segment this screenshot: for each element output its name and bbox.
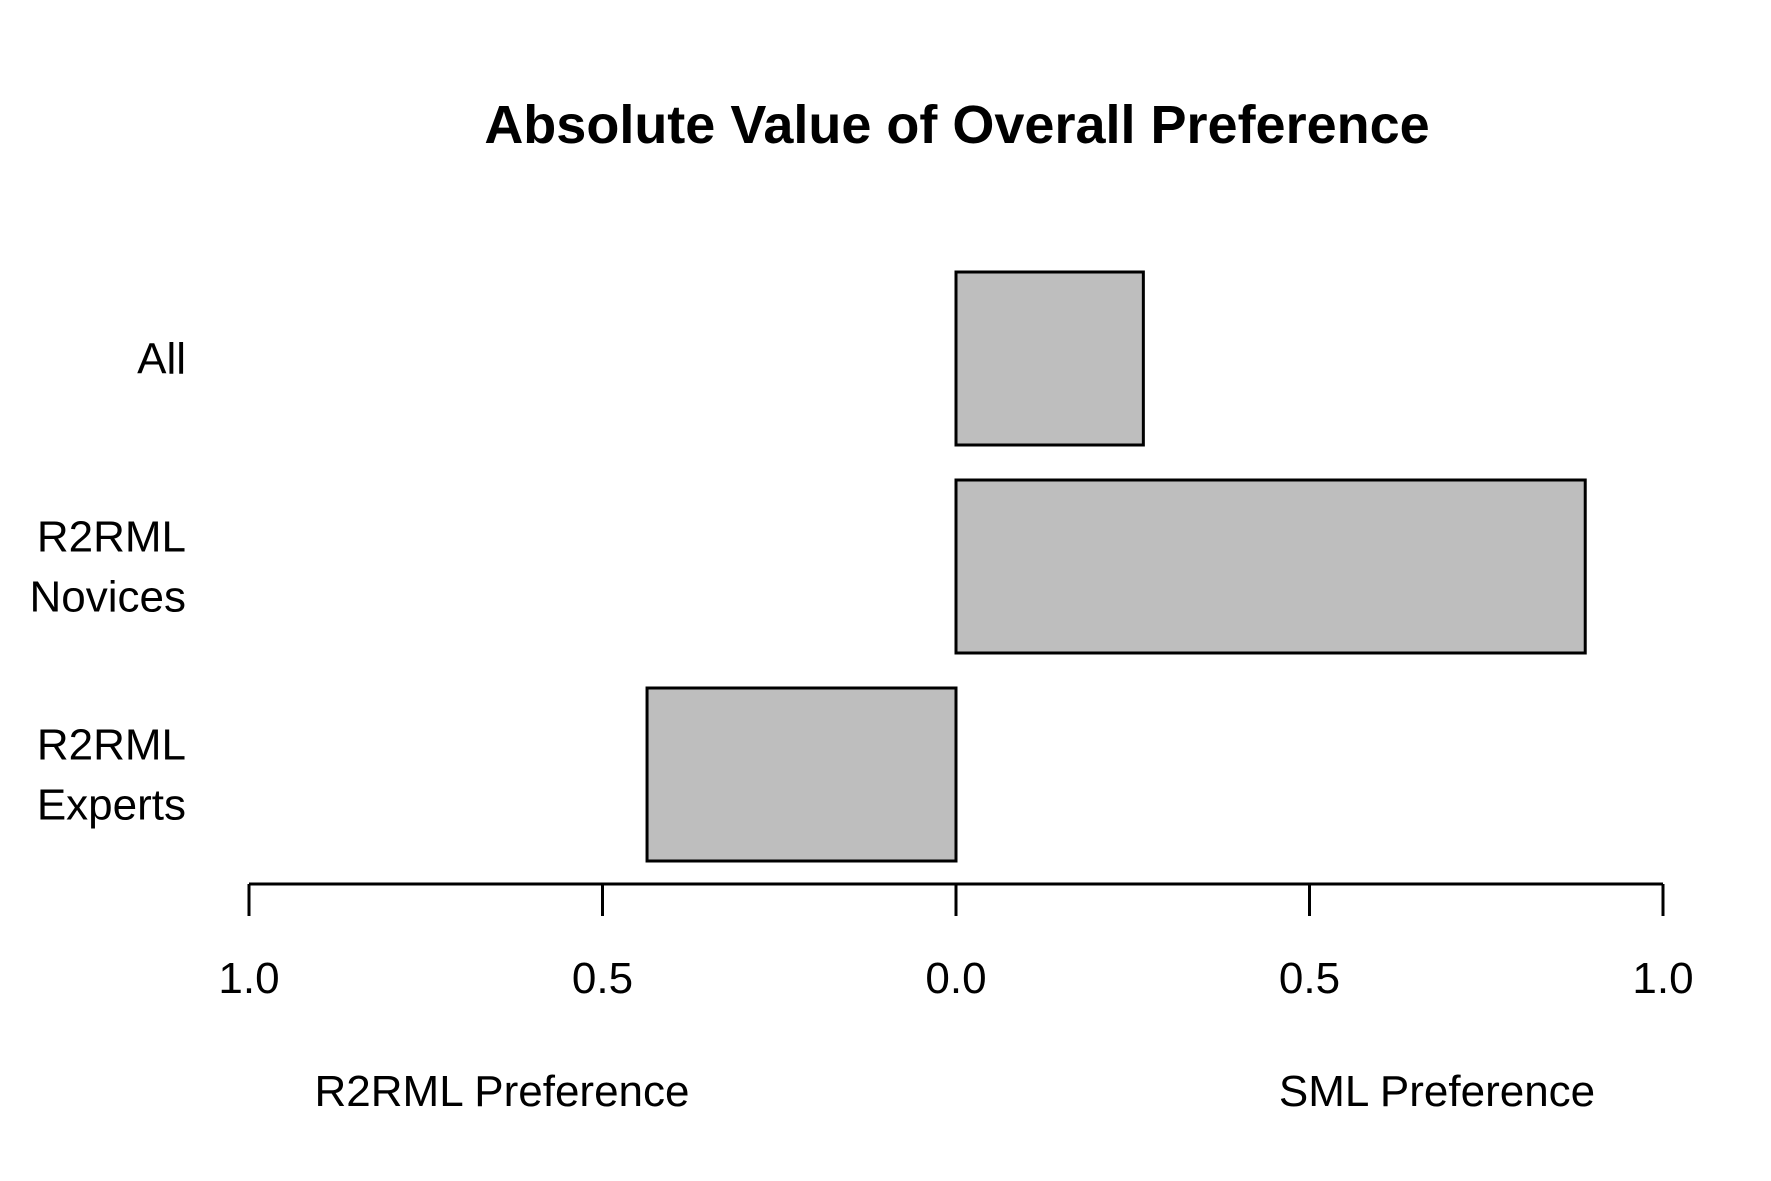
left-preference-label: R2RML Preference	[315, 1067, 690, 1116]
tick-label: 0.5	[572, 954, 633, 1003]
tick-label: 1.0	[218, 954, 279, 1003]
category-label: All	[137, 335, 186, 384]
tick-label: 1.0	[1632, 954, 1693, 1003]
category-label: R2RML	[37, 513, 186, 562]
category-labels: All R2RML Novices R2RML Experts	[30, 335, 187, 830]
category-label: Novices	[30, 573, 187, 622]
bar	[645, 686, 958, 863]
tick-label: 0.0	[925, 954, 986, 1003]
bar	[954, 270, 1145, 447]
x-axis: 1.0 0.5 0.0 0.5 1.0	[218, 882, 1694, 1003]
chart-title: Absolute Value of Overall Preference	[484, 95, 1429, 155]
category-label: Experts	[37, 781, 186, 830]
bar	[954, 478, 1587, 655]
right-preference-label: SML Preference	[1279, 1067, 1595, 1116]
bars-group	[645, 270, 1587, 863]
category-label: R2RML	[37, 721, 186, 770]
tick-label: 0.5	[1279, 954, 1340, 1003]
